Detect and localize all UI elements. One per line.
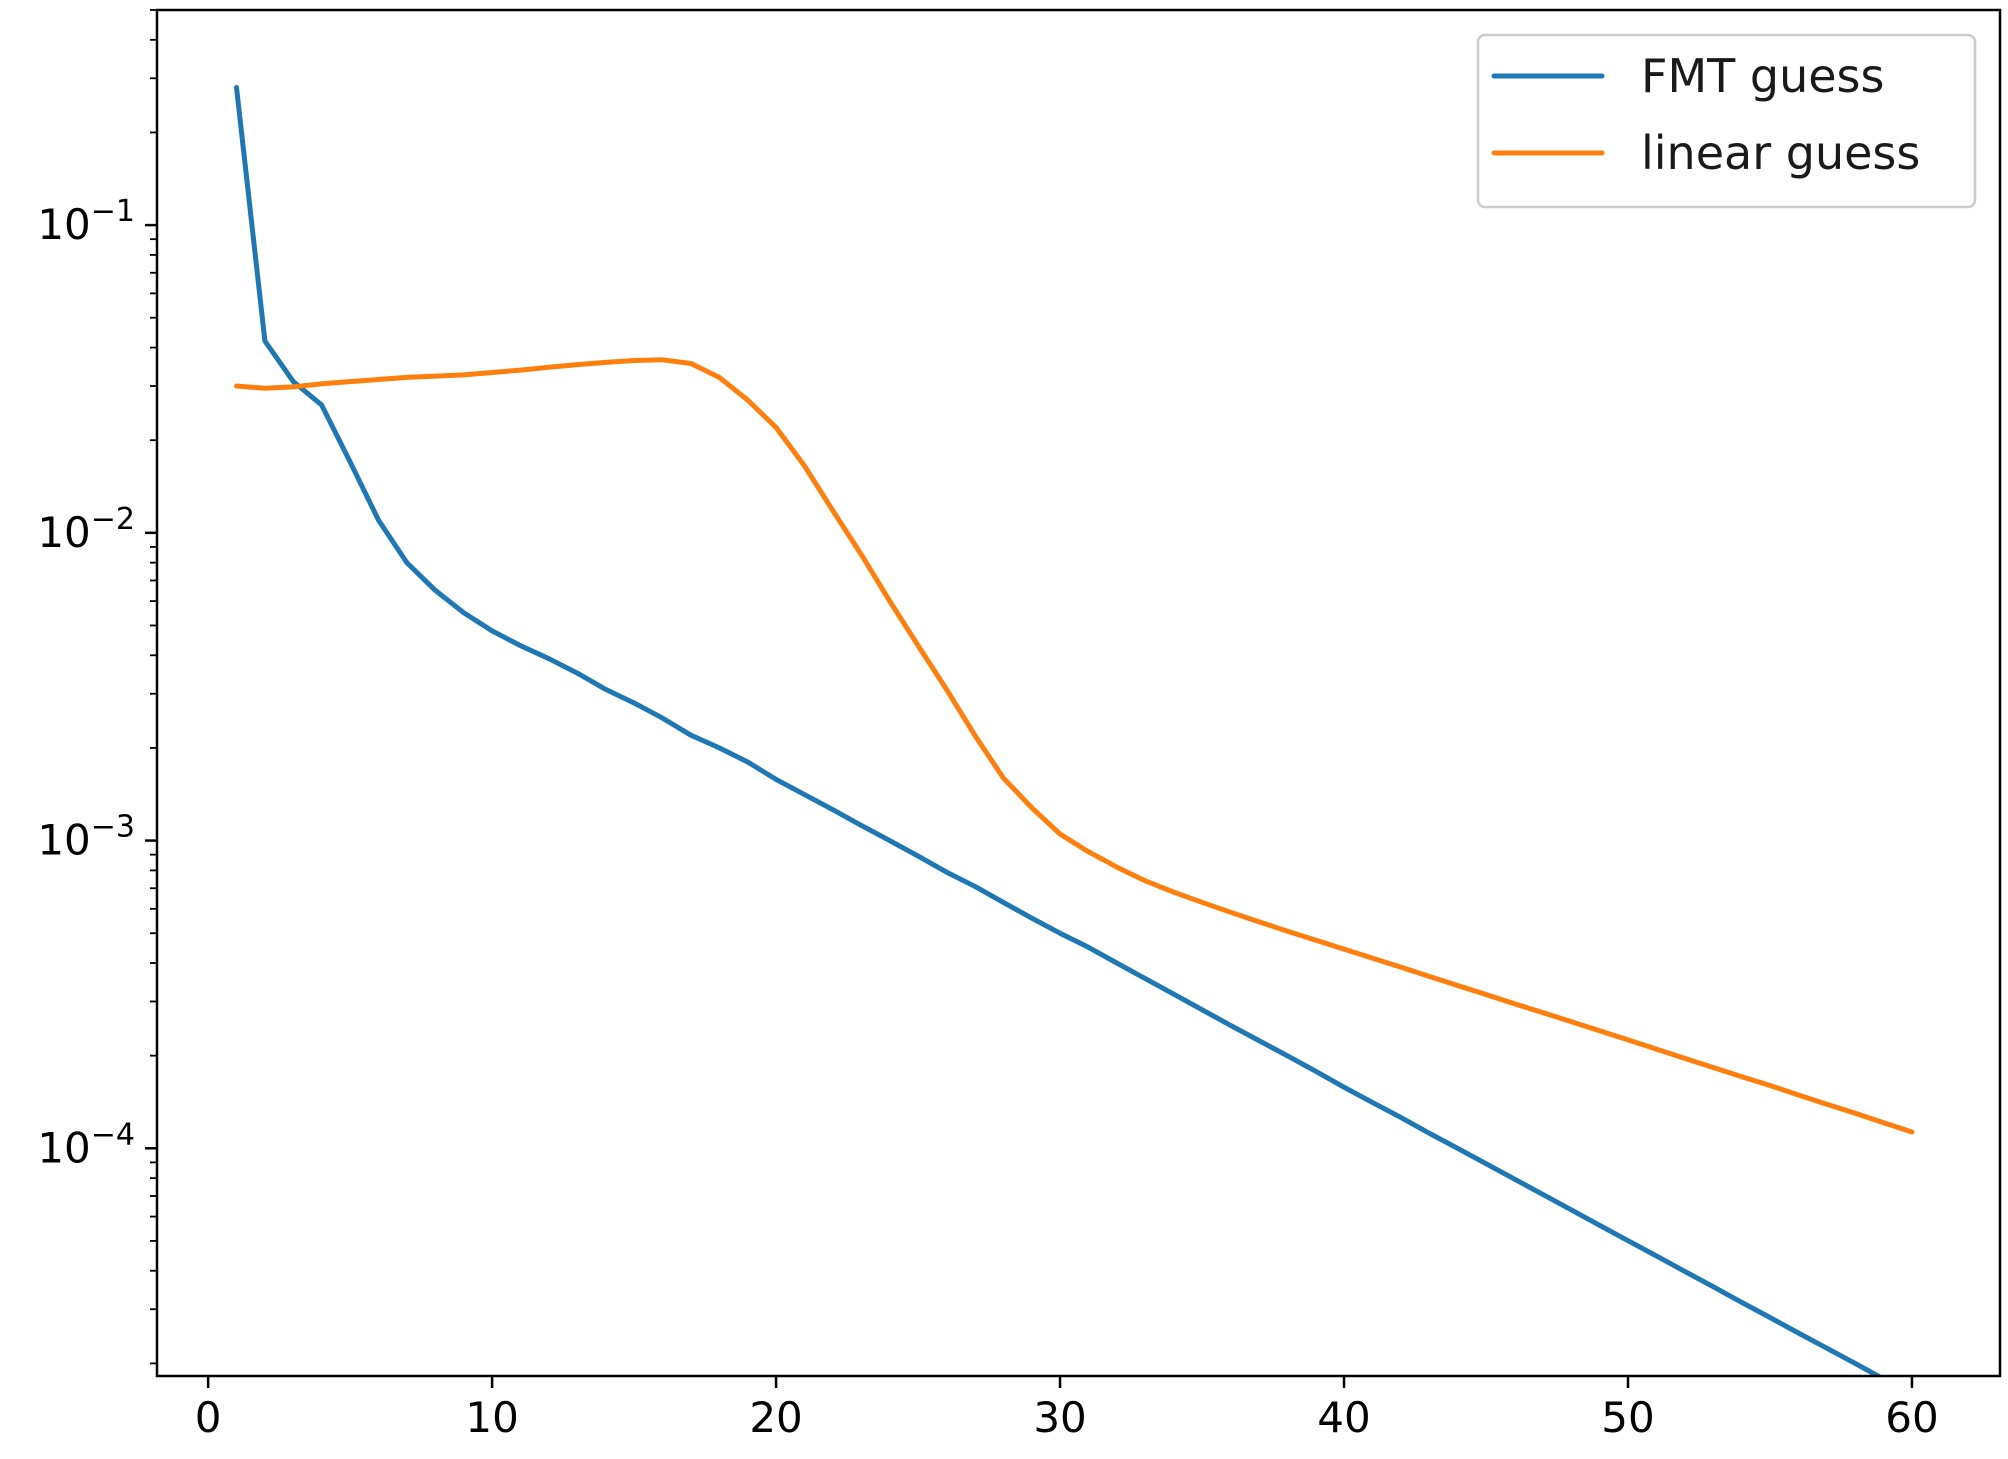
series-line-1	[234, 85, 1884, 1376]
series-line-2	[234, 357, 1915, 1135]
x-tick-label: 60	[1885, 1393, 1938, 1442]
legend: FMT guess linear guess	[1476, 33, 1977, 209]
x-tick-label: 0	[195, 1393, 222, 1442]
x-tick-label: 40	[1317, 1393, 1370, 1442]
y-tick-label: 10−1	[37, 194, 135, 249]
plot-area	[157, 10, 2000, 1376]
axis-layer: 0 10 20 30 40 50 60 10−1 10−2 10−3 10−4	[37, 8, 2002, 1442]
x-tick-label: 30	[1033, 1393, 1086, 1442]
series-layer	[234, 85, 1915, 1376]
x-tick-label: 20	[749, 1393, 802, 1442]
y-tick-label: 10−3	[37, 810, 135, 865]
x-tick-label: 50	[1601, 1393, 1654, 1442]
x-tick-label: 10	[465, 1393, 518, 1442]
y-tick-label: 10−2	[37, 502, 135, 557]
legend-label: linear guess	[1641, 126, 1920, 180]
y-tick-label: 10−4	[37, 1117, 135, 1172]
legend-label: FMT guess	[1641, 49, 1884, 103]
